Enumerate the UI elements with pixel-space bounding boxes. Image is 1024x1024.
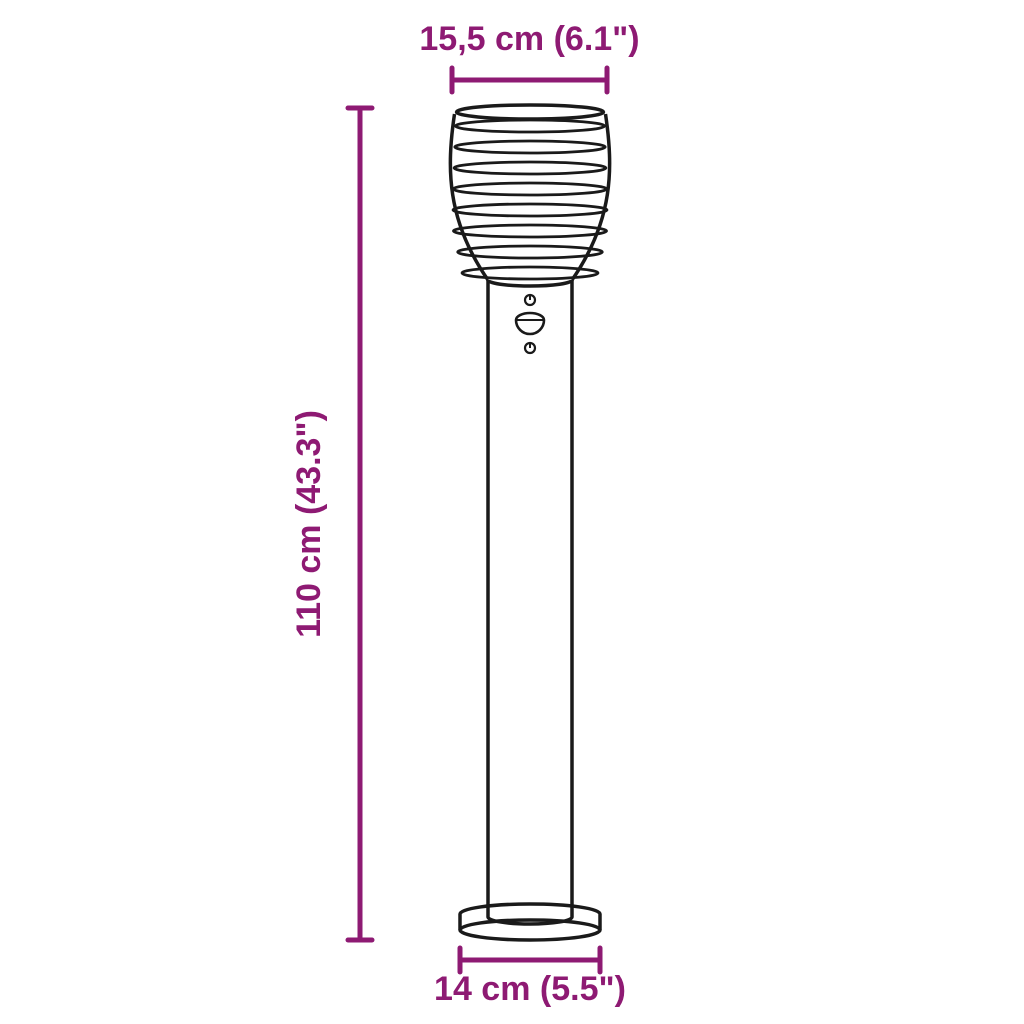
head-cap: [457, 105, 604, 119]
head-fin: [456, 120, 605, 132]
dim-top-label: 15,5 cm (6.1"): [419, 20, 639, 58]
head-fin: [455, 141, 605, 153]
head-fin: [453, 204, 607, 216]
base-plate-side: [460, 904, 600, 930]
head-fin: [454, 162, 606, 174]
dim-height-label: 110 cm (43.3"): [290, 410, 328, 638]
lamp-illustration: [450, 105, 609, 940]
head-collar: [488, 280, 572, 286]
dimension-lines: 15,5 cm (6.1") 14 cm (5.5") 110 cm (43.3"): [290, 20, 640, 1008]
head-fin: [453, 183, 606, 195]
dim-bottom-label: 14 cm (5.5"): [434, 970, 626, 1008]
head-fin: [453, 225, 606, 237]
head-fin: [458, 246, 603, 258]
dimension-diagram: 15,5 cm (6.1") 14 cm (5.5") 110 cm (43.3"): [0, 0, 1024, 1024]
motion-sensor: [516, 313, 544, 334]
